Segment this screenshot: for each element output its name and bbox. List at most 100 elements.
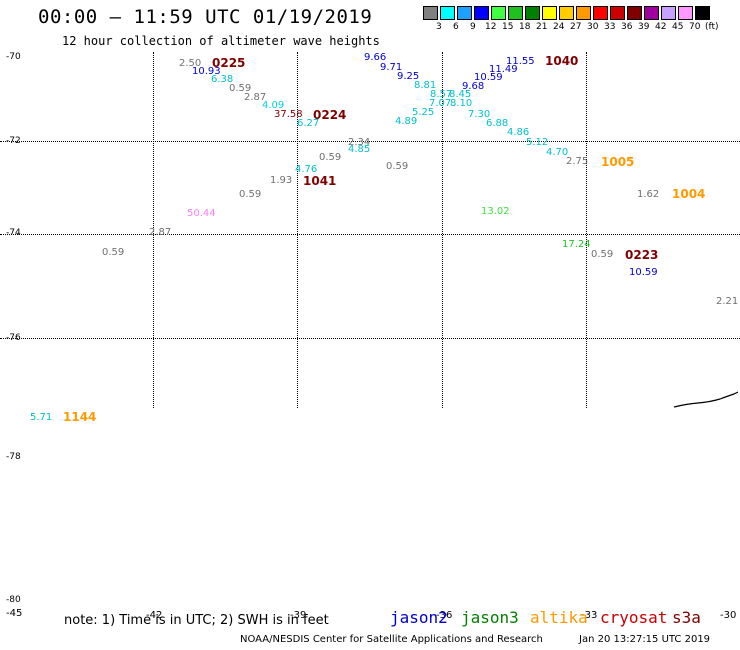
wave-height-value: 2.87	[149, 227, 172, 238]
meridian-line	[586, 52, 587, 408]
wave-height-value: 9.71	[380, 62, 403, 73]
pass-time-label: 1004	[672, 187, 706, 201]
colorbar-label: 3	[436, 22, 442, 32]
colorbar-swatch	[423, 6, 438, 20]
pass-time-label: 1041	[303, 174, 337, 188]
meridian-line	[153, 52, 154, 408]
wave-height-value: 8.57	[430, 89, 453, 100]
wave-height-value: 7.07	[429, 98, 452, 109]
colorbar-swatch	[440, 6, 455, 20]
coastline-path	[673, 391, 739, 408]
legend-altika: altika	[530, 608, 588, 627]
wave-height-value: 10.59	[474, 72, 503, 83]
wave-height-value: 0.59	[591, 249, 614, 260]
wave-height-value: 0.59	[229, 83, 252, 94]
wave-height-value: 5.25	[412, 107, 435, 118]
wave-height-value: 4.76	[295, 164, 318, 175]
colorbar-label: 70	[689, 22, 701, 32]
pass-time-label: 1040	[545, 54, 579, 68]
colorbar-label: 24	[553, 22, 565, 32]
colorbar-label: 21	[536, 22, 548, 32]
colorbar-swatch	[593, 6, 608, 20]
colorbar-unit: (ft)	[705, 22, 719, 32]
footer-note: note: 1) Time is in UTC; 2) SWH is in fe…	[64, 613, 329, 628]
wave-height-value: 17.24	[562, 239, 591, 250]
lon-label: -45	[6, 608, 23, 619]
wave-height-value: 8.45	[449, 89, 472, 100]
colorbar-swatch	[542, 6, 557, 20]
colorbar-swatch	[610, 6, 625, 20]
wave-height-value: 2.87	[244, 92, 267, 103]
colorbar-label: 9	[470, 22, 476, 32]
lon-label: -36	[436, 610, 453, 621]
wave-height-value: 7.30	[468, 109, 491, 120]
wave-height-value: 10.93	[192, 66, 221, 77]
credit-line: NOAA/NESDIS Center for Satellite Applica…	[240, 634, 543, 645]
lon-label: -42	[146, 610, 163, 621]
wave-height-value: 11.49	[489, 64, 518, 75]
colorbar-label: 42	[655, 22, 667, 32]
wave-height-value: 2.34	[348, 137, 371, 148]
wave-height-value: 10.59	[629, 267, 658, 278]
legend-jason3: jason3	[461, 608, 519, 627]
wave-height-value: 4.89	[395, 116, 418, 127]
colorbar-swatch	[525, 6, 540, 20]
wave-height-value: 8.81	[414, 80, 437, 91]
colorbar-swatch	[695, 6, 710, 20]
wave-height-value: 0.59	[102, 247, 125, 258]
colorbar-swatch	[491, 6, 506, 20]
wave-height-value: 50.44	[187, 208, 216, 219]
colorbar-label: 36	[621, 22, 633, 32]
wave-height-value: 6.88	[486, 118, 509, 129]
wave-height-value: 0.59	[239, 189, 262, 200]
map-subtitle: 12 hour collection of altimeter wave hei…	[62, 34, 380, 48]
pass-time-label: 1144	[63, 410, 97, 424]
pass-time-label: 0223	[625, 248, 659, 262]
meridian-line	[297, 52, 298, 408]
map-title: 00:00 – 11:59 UTC 01/19/2019	[38, 6, 373, 28]
colorbar-label: 39	[638, 22, 650, 32]
wave-height-value: 5.71	[30, 412, 53, 423]
colorbar-swatch	[576, 6, 591, 20]
lon-label: -30	[720, 610, 737, 621]
lat-label: -70	[6, 52, 21, 62]
wave-height-value: 2.50	[179, 58, 202, 69]
wave-height-value: 9.25	[397, 71, 420, 82]
wave-height-value: 5.12	[526, 137, 549, 148]
colorbar-label: 45	[672, 22, 684, 32]
wave-height-value: 8.10	[450, 98, 473, 109]
lon-label: -33	[581, 610, 598, 621]
parallel-line	[0, 141, 740, 142]
wave-height-value: 4.70	[546, 147, 569, 158]
colorbar-label: 27	[570, 22, 582, 32]
wave-height-value: 9.68	[462, 81, 485, 92]
legend-s3a: s3a	[672, 608, 701, 627]
wave-height-value: 1.93	[270, 175, 293, 186]
generation-timestamp: Jan 20 13:27:15 UTC 2019	[579, 634, 711, 645]
colorbar-swatch	[559, 6, 574, 20]
colorbar-swatch	[661, 6, 676, 20]
wave-height-value: 0.59	[319, 152, 342, 163]
lat-label: -76	[6, 333, 21, 343]
colorbar-label: 12	[485, 22, 497, 32]
meridian-line	[442, 52, 443, 408]
wave-height-value: 11.55	[506, 56, 535, 67]
legend-cryosat: cryosat	[600, 608, 668, 627]
colorbar-label: 6	[453, 22, 459, 32]
colorbar-swatch	[508, 6, 523, 20]
wave-height-value: 9.66	[364, 52, 387, 63]
colorbar-swatch	[678, 6, 693, 20]
wave-height-value: 2.75	[566, 156, 589, 167]
wave-height-value: 4.85	[348, 144, 371, 155]
wave-height-value: 0.59	[386, 161, 409, 172]
pass-time-label: 0224	[313, 108, 347, 122]
lon-label: -39	[290, 610, 307, 621]
lat-label: -80	[6, 595, 21, 605]
colorbar-label: 33	[604, 22, 616, 32]
pass-time-label: 0225	[212, 56, 246, 70]
colorbar-label: 15	[502, 22, 514, 32]
wave-height-value: 13.02	[481, 206, 510, 217]
wave-height-value: 37.58	[274, 109, 303, 120]
colorbar-label: 18	[519, 22, 531, 32]
wave-height-value: 6.38	[211, 74, 234, 85]
